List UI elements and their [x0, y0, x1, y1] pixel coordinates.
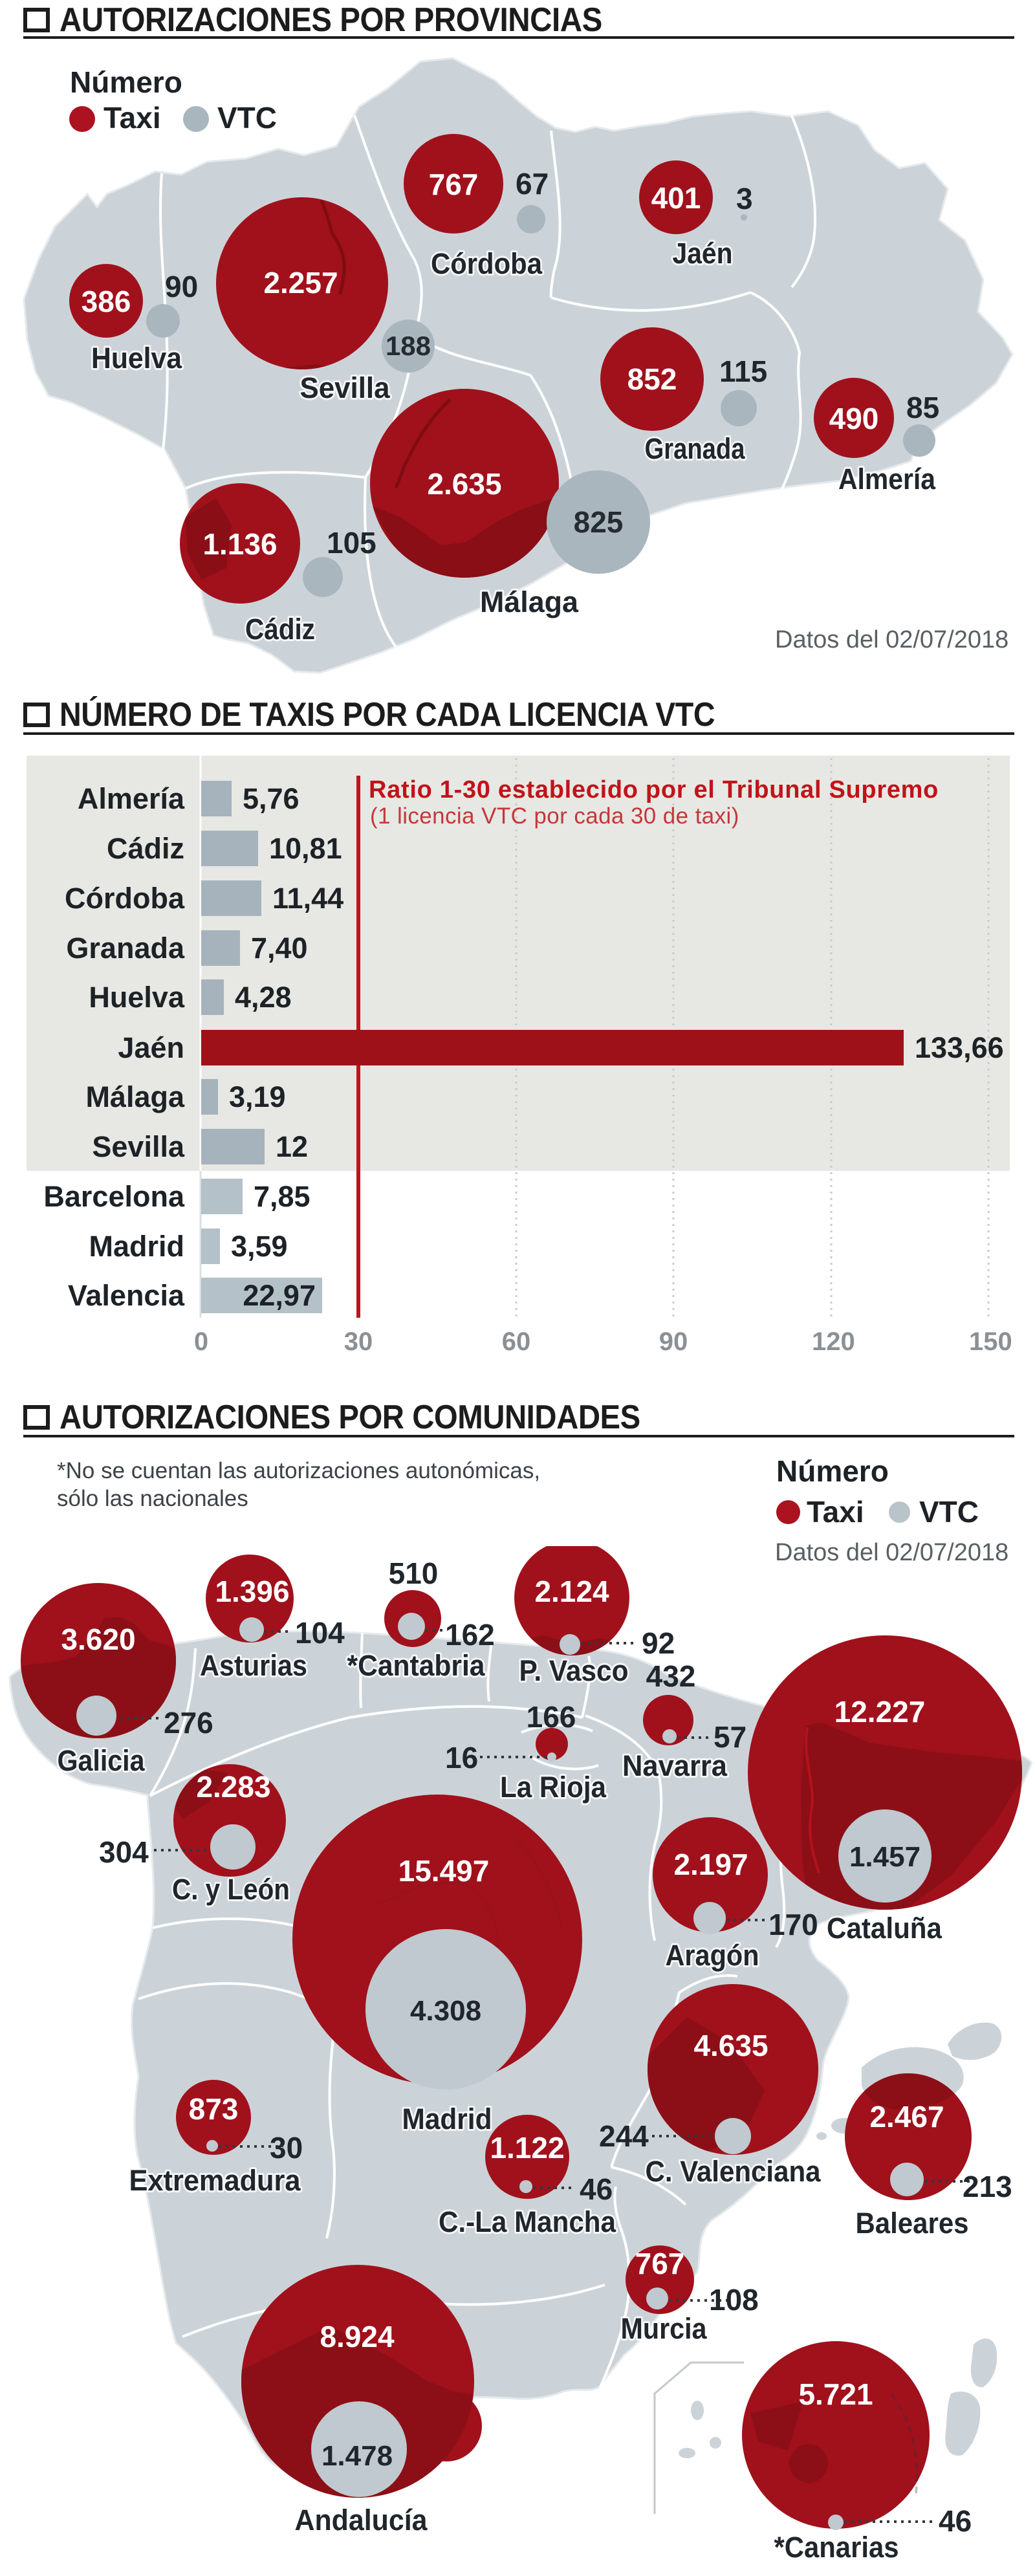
- svg-text:Málaga: Málaga: [480, 585, 579, 618]
- svg-text:2.635: 2.635: [427, 467, 501, 501]
- svg-text:30: 30: [270, 2131, 303, 2165]
- svg-text:46: 46: [580, 2172, 613, 2206]
- svg-text:386: 386: [82, 285, 131, 318]
- svg-text:767: 767: [635, 2247, 685, 2280]
- svg-text:3.620: 3.620: [61, 1622, 135, 1656]
- svg-text:90: 90: [165, 270, 198, 303]
- svg-text:Navarra: Navarra: [622, 1749, 728, 1782]
- svg-text:432: 432: [646, 1659, 696, 1693]
- svg-text:Murcia: Murcia: [621, 2312, 708, 2345]
- svg-text:92: 92: [642, 1626, 675, 1660]
- svg-text:170: 170: [768, 1908, 818, 1941]
- svg-text:46: 46: [939, 2504, 972, 2538]
- svg-text:Huelva: Huelva: [91, 342, 182, 375]
- svg-text:873: 873: [189, 2092, 239, 2126]
- svg-text:67: 67: [516, 167, 549, 201]
- svg-text:Córdoba: Córdoba: [431, 247, 543, 280]
- svg-text:2.197: 2.197: [673, 1848, 748, 1881]
- svg-text:1.457: 1.457: [849, 1841, 921, 1873]
- svg-text:Baleares: Baleares: [856, 2207, 969, 2240]
- svg-text:188: 188: [386, 331, 431, 361]
- svg-text:1.396: 1.396: [215, 1575, 289, 1608]
- svg-text:Sevilla: Sevilla: [300, 371, 391, 404]
- svg-text:213: 213: [963, 2170, 1012, 2203]
- svg-text:1.122: 1.122: [490, 2131, 564, 2165]
- svg-text:825: 825: [574, 505, 624, 539]
- svg-text:Almería: Almería: [838, 463, 936, 496]
- svg-text:*Canarias: *Canarias: [774, 2531, 899, 2564]
- svg-text:852: 852: [627, 362, 677, 396]
- svg-text:85: 85: [906, 391, 939, 424]
- svg-text:304: 304: [99, 1835, 149, 1869]
- svg-text:104: 104: [295, 1616, 345, 1650]
- svg-text:4.635: 4.635: [693, 2029, 768, 2062]
- svg-text:5.721: 5.721: [798, 2377, 873, 2411]
- svg-text:2.124: 2.124: [534, 1575, 609, 1608]
- svg-text:Asturias: Asturias: [200, 1649, 307, 1682]
- svg-text:510: 510: [389, 1556, 439, 1590]
- svg-text:Galicia: Galicia: [58, 1744, 146, 1777]
- svg-text:C. y León: C. y León: [172, 1873, 290, 1906]
- svg-text:P. Vasco: P. Vasco: [519, 1654, 629, 1687]
- svg-text:C. Valenciana: C. Valenciana: [646, 2155, 822, 2188]
- svg-text:105: 105: [327, 526, 376, 560]
- svg-text:Extremadura: Extremadura: [129, 2164, 301, 2197]
- svg-text:16: 16: [445, 1741, 478, 1774]
- svg-text:767: 767: [429, 168, 479, 201]
- svg-text:57: 57: [714, 1720, 746, 1754]
- svg-text:Cataluña: Cataluña: [827, 1912, 942, 1945]
- svg-text:1.136: 1.136: [202, 527, 277, 561]
- svg-text:115: 115: [719, 355, 767, 388]
- svg-text:Cádiz: Cádiz: [245, 613, 315, 646]
- svg-text:166: 166: [527, 1700, 576, 1734]
- svg-text:12.227: 12.227: [834, 1695, 926, 1729]
- svg-text:2.467: 2.467: [869, 2100, 944, 2134]
- svg-text:244: 244: [599, 2119, 649, 2153]
- svg-text:Aragón: Aragón: [666, 1939, 759, 1972]
- svg-text:1.478: 1.478: [321, 2440, 393, 2472]
- svg-text:C.-La Mancha: C.-La Mancha: [439, 2205, 616, 2238]
- svg-text:2.283: 2.283: [196, 1770, 270, 1804]
- svg-text:8.924: 8.924: [320, 2320, 395, 2353]
- svg-text:Madrid: Madrid: [402, 2102, 492, 2135]
- svg-text:*Cantabria: *Cantabria: [347, 1649, 486, 1682]
- svg-text:4.308: 4.308: [410, 1995, 481, 2027]
- svg-text:2.257: 2.257: [263, 266, 338, 300]
- svg-text:490: 490: [829, 402, 879, 435]
- svg-text:Granada: Granada: [645, 432, 746, 465]
- svg-text:15.497: 15.497: [398, 1854, 490, 1888]
- svg-text:162: 162: [445, 1618, 495, 1652]
- svg-text:401: 401: [651, 181, 701, 215]
- svg-text:108: 108: [709, 2283, 759, 2317]
- svg-text:Jaén: Jaén: [673, 237, 733, 270]
- svg-text:276: 276: [164, 1706, 213, 1740]
- svg-text:Andalucía: Andalucía: [295, 2504, 428, 2537]
- svg-text:La Rioja: La Rioja: [500, 1771, 607, 1804]
- svg-text:3: 3: [736, 182, 753, 215]
